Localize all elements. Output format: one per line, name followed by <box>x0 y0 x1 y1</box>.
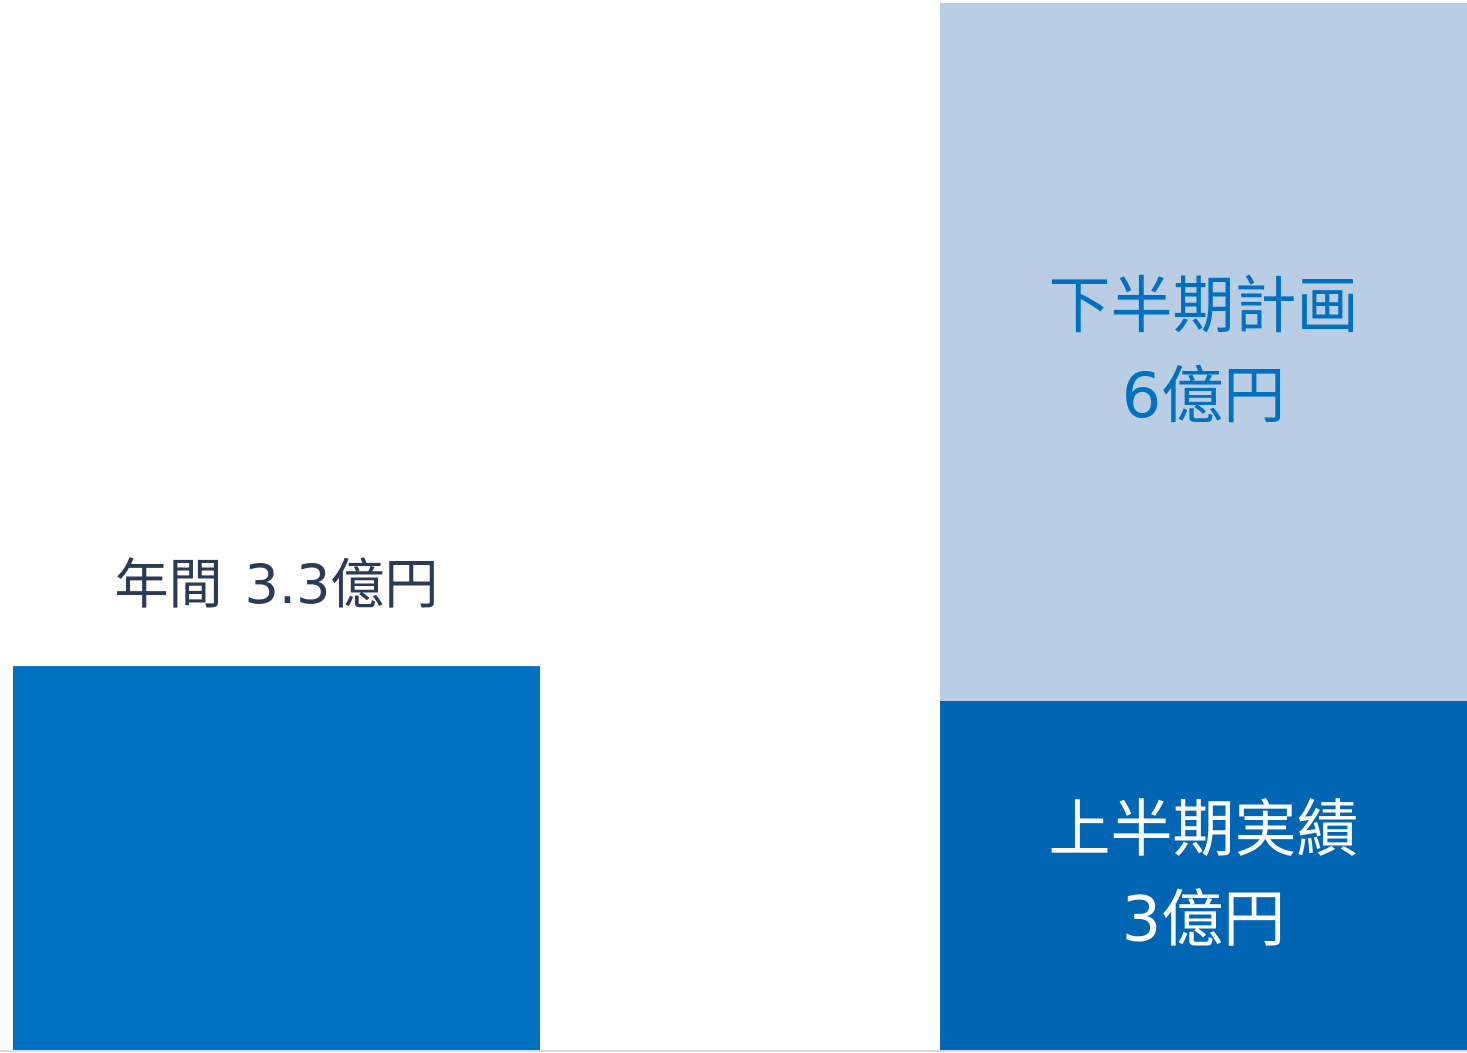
value-label: 6億円 <box>1122 359 1285 432</box>
bar-segment <box>13 666 540 1050</box>
series-name: 下半期計画 <box>1048 269 1358 342</box>
series-name: 上半期実績 <box>1048 793 1358 866</box>
value-label: 3億円 <box>1122 883 1285 956</box>
bar-label: 年間 3.3億円 <box>115 553 439 616</box>
bar-segment <box>940 3 1467 701</box>
value-label: 3.3億円 <box>245 553 439 616</box>
bar-segment <box>940 701 1467 1050</box>
series-name: 年間 <box>115 553 223 616</box>
